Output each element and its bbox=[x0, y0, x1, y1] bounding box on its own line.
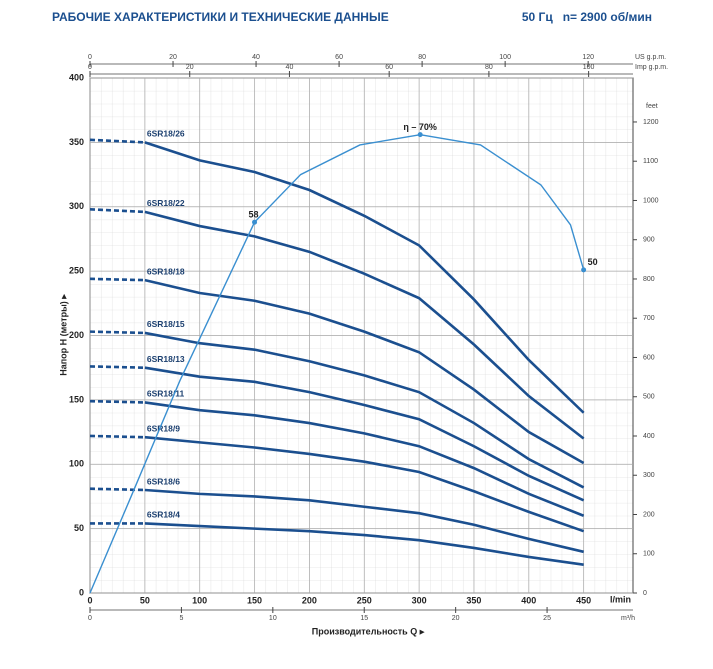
secondary-tick-label: 60 bbox=[335, 54, 343, 61]
series-name: 6SR18/15 bbox=[147, 319, 185, 329]
secondary-tick-label: 0 bbox=[88, 64, 92, 71]
series-name: 6SR18/6 bbox=[147, 476, 180, 486]
efficiency-label: 58 bbox=[249, 210, 259, 220]
secondary-tick-label: 0 bbox=[88, 615, 92, 622]
efficiency-point bbox=[581, 267, 587, 273]
series-name: 6SR18/9 bbox=[147, 423, 180, 433]
secondary-tick-label: 20 bbox=[169, 54, 177, 61]
y2-tick-label: 100 bbox=[643, 551, 655, 558]
y-tick-label: 100 bbox=[69, 459, 84, 469]
y2-unit: feet bbox=[646, 103, 658, 110]
series-lead-in bbox=[89, 434, 145, 439]
y-tick-label: 50 bbox=[74, 523, 84, 533]
y-tick-label: 0 bbox=[79, 587, 84, 597]
secondary-tick-label: 10 bbox=[269, 615, 277, 622]
secondary-tick-label: 80 bbox=[485, 64, 493, 71]
y2-tick-label: 800 bbox=[643, 276, 655, 283]
y-tick-label: 350 bbox=[69, 137, 84, 147]
series-lead-in bbox=[89, 208, 145, 214]
secondary-tick-label: 40 bbox=[252, 54, 260, 61]
efficiency-point bbox=[417, 132, 423, 138]
y-tick-label: 150 bbox=[69, 394, 84, 404]
chart-title: РАБОЧИЕ ХАРАКТЕРИСТИКИ И ТЕХНИЧЕСКИЕ ДАН… bbox=[52, 10, 389, 24]
y-tick-label: 300 bbox=[69, 201, 84, 211]
y2-tick-label: 200 bbox=[643, 511, 655, 518]
x-tick-label: 450 bbox=[576, 595, 591, 605]
secondary-tick-label: 5 bbox=[179, 615, 183, 622]
y2-tick-label: 0 bbox=[643, 590, 647, 597]
series-lead-in bbox=[89, 487, 145, 492]
secondary-tick-label: 120 bbox=[582, 54, 594, 61]
secondary-tick-label: 80 bbox=[418, 54, 426, 61]
y2-tick-label: 1100 bbox=[643, 158, 658, 165]
x-tick-label: 200 bbox=[302, 595, 317, 605]
y2-tick-label: 1000 bbox=[643, 197, 659, 204]
series-lead-in bbox=[89, 138, 145, 144]
series-line bbox=[144, 210, 585, 440]
series-name: 6SR18/22 bbox=[147, 198, 185, 208]
series-name: 6SR18/13 bbox=[147, 354, 185, 364]
efficiency-label: η – 70% bbox=[403, 122, 437, 132]
efficiency-label: 50 bbox=[588, 257, 598, 267]
series-line bbox=[144, 435, 585, 533]
secondary-tick-label: 15 bbox=[360, 615, 368, 622]
x-unit: l/min bbox=[610, 594, 631, 604]
series-lead-in bbox=[89, 365, 145, 369]
series-lead-in bbox=[89, 399, 145, 404]
chart-subtitle: 50 Гц n= 2900 об/мин bbox=[522, 10, 652, 24]
y2-tick-label: 700 bbox=[643, 315, 655, 322]
x-tick-label: 50 bbox=[140, 595, 150, 605]
secondary-tick-label: 25 bbox=[543, 615, 551, 622]
secondary-tick-label: 60 bbox=[385, 64, 393, 71]
series-lead-in bbox=[89, 330, 145, 335]
x-tick-label: 300 bbox=[412, 595, 427, 605]
x-tick-label: 400 bbox=[521, 595, 536, 605]
series-name: 6SR18/18 bbox=[147, 266, 185, 276]
y-tick-label: 200 bbox=[69, 330, 84, 340]
y-tick-label: 400 bbox=[69, 72, 84, 82]
efficiency-point bbox=[252, 219, 258, 225]
x-tick-label: 150 bbox=[247, 595, 262, 605]
y2-tick-label: 400 bbox=[643, 433, 655, 440]
secondary-unit: US g.p.m. bbox=[635, 54, 666, 61]
secondary-tick-label: 20 bbox=[452, 615, 460, 622]
secondary-tick-label: 0 bbox=[88, 54, 92, 61]
series-name: 6SR18/11 bbox=[147, 389, 185, 399]
y2-tick-label: 500 bbox=[643, 394, 655, 401]
y2-tick-label: 300 bbox=[643, 472, 655, 479]
secondary-tick-label: 100 bbox=[583, 64, 595, 71]
x-tick-label: 350 bbox=[466, 595, 481, 605]
series-line bbox=[144, 331, 585, 489]
series-line bbox=[144, 278, 585, 465]
secondary-unit: m³/h bbox=[621, 615, 635, 622]
y2-tick-label: 900 bbox=[643, 237, 655, 244]
x-tick-label: 250 bbox=[357, 595, 372, 605]
y2-tick-label: 1200 bbox=[643, 119, 659, 126]
series-line bbox=[144, 366, 585, 502]
secondary-tick-label: 20 bbox=[186, 64, 194, 71]
secondary-tick-label: 40 bbox=[286, 64, 294, 71]
x-tick-label: 0 bbox=[87, 595, 92, 605]
series-line bbox=[144, 488, 584, 554]
x-tick-label: 100 bbox=[192, 595, 207, 605]
series-line bbox=[144, 141, 585, 414]
secondary-unit: Imp g.p.m. bbox=[635, 64, 668, 71]
secondary-tick-label: 100 bbox=[499, 54, 511, 61]
series-name: 6SR18/26 bbox=[147, 129, 185, 139]
series-lead-in bbox=[89, 277, 145, 282]
x-axis-label: Производительность Q ▸ bbox=[312, 626, 425, 636]
series-name: 6SR18/4 bbox=[147, 510, 180, 520]
y-tick-label: 250 bbox=[69, 266, 84, 276]
series-line bbox=[144, 401, 585, 517]
y-axis-label: Напор H (метры) ▸ bbox=[58, 294, 68, 376]
y2-tick-label: 600 bbox=[643, 354, 655, 361]
efficiency-curve bbox=[89, 133, 585, 594]
series-line bbox=[144, 522, 584, 566]
